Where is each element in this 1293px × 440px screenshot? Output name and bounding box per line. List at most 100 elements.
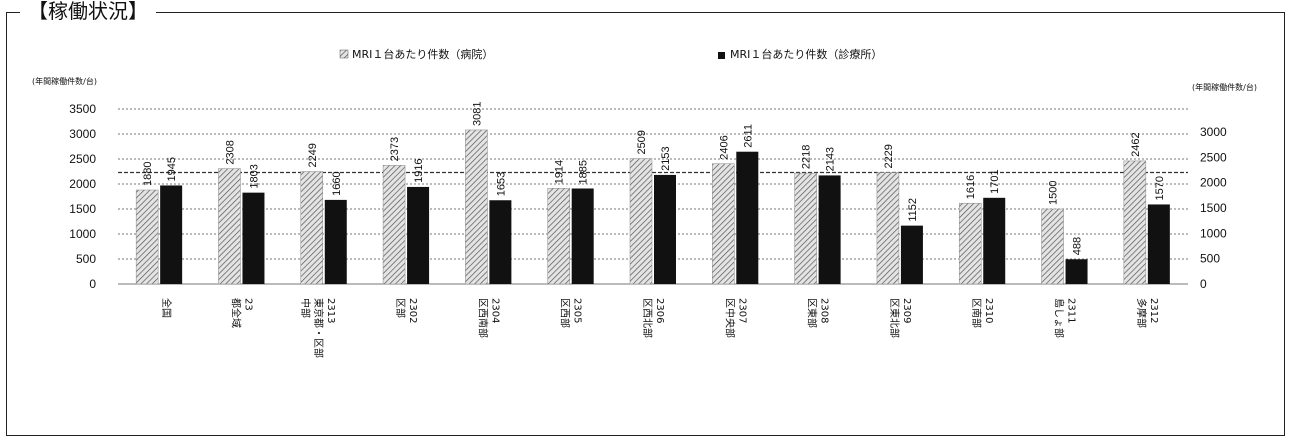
category-label-line: 区東部 [806, 298, 819, 328]
category-label-line: 2307 [736, 298, 747, 323]
y-right-tick-label: 500 [1200, 252, 1220, 266]
category-label-line: 東京都・区部 [312, 298, 325, 358]
data-label-clinic: 1916 [413, 158, 425, 182]
data-label-clinic: 1701 [989, 169, 1001, 193]
category-label-line: 中部 [299, 298, 312, 318]
bar-hospital [465, 129, 488, 285]
category-label-line: 2309 [901, 298, 912, 323]
bar-hospital [1041, 208, 1064, 285]
category-label-line: 区部 [394, 298, 407, 318]
bar-clinic [489, 200, 512, 284]
category-label-line: 2306 [654, 298, 665, 323]
bar-clinic [407, 186, 430, 284]
data-label-hospital: 2249 [307, 143, 319, 167]
bar-hospital [547, 188, 570, 285]
category-label-line: 区南部 [970, 298, 983, 328]
data-label-hospital: 2462 [1130, 132, 1142, 156]
data-label-hospital: 2509 [636, 130, 648, 154]
y-right-tick-label: 2500 [1200, 150, 1227, 164]
y-left-tick-label: 0 [89, 277, 96, 291]
bar-hospital [876, 172, 900, 285]
category-label-line: 島しょ部 [1053, 298, 1066, 338]
category-label-line: 都全域 [229, 298, 242, 328]
bar-hospital [958, 202, 982, 285]
category-label: 全国 [160, 298, 173, 318]
y-right-tick-label: 1000 [1200, 226, 1227, 240]
legend-label-clinic: MRI１台あたり件数（診療所） [730, 47, 882, 61]
legend-swatch-hospital [339, 49, 349, 59]
category-label-line: 2308 [819, 298, 830, 323]
data-label-clinic: 488 [1072, 237, 1084, 255]
bar-hospital [300, 171, 324, 285]
bar-hospital [629, 158, 653, 285]
bar-clinic [160, 185, 183, 284]
category-label-line: 2305 [572, 298, 583, 323]
category-label-line: 2310 [983, 298, 994, 323]
data-label-clinic: 1945 [166, 157, 178, 181]
bar-hospital [712, 163, 735, 285]
y-left-tick-label: 500 [76, 252, 96, 266]
bar-clinic [818, 175, 841, 284]
data-label-hospital: 3081 [471, 101, 483, 125]
data-label-hospital: 2229 [883, 144, 895, 168]
data-label-hospital: 2406 [718, 135, 730, 159]
y-right-tick-label: 1500 [1200, 201, 1227, 215]
bar-hospital [382, 165, 406, 285]
category-label-line: 区中央部 [723, 298, 736, 338]
data-label-hospital: 1500 [1048, 181, 1060, 205]
category-label-line: 2311 [1066, 298, 1077, 323]
category-label-line: 2302 [407, 298, 418, 323]
category-label-line: 区西部 [559, 298, 572, 328]
bar-clinic [1147, 204, 1170, 284]
bar-clinic [1065, 259, 1088, 284]
category-label-line: 区西南部 [476, 298, 489, 338]
data-label-clinic: 2143 [825, 147, 837, 171]
section-heading: 【稼働状況】 [20, 0, 156, 22]
bar-clinic [242, 192, 265, 284]
y-right-tick-label: 3000 [1200, 125, 1227, 139]
data-label-clinic: 1152 [907, 198, 919, 222]
bar-hospital [794, 172, 817, 285]
data-label-clinic: 2611 [742, 124, 754, 148]
bar-hospital [1123, 160, 1147, 285]
y-left-tick-label: 2500 [69, 152, 96, 166]
category-label-line: 2304 [489, 298, 500, 323]
y-left-tick-label: 1500 [69, 202, 96, 216]
y-left-tick-label: 3000 [69, 127, 96, 141]
legend-swatch-clinic [718, 52, 725, 59]
data-label-clinic: 1660 [331, 171, 343, 195]
data-label-clinic: 2153 [660, 146, 672, 170]
bar-clinic [324, 199, 347, 284]
data-label-hospital: 1880 [142, 162, 154, 186]
bar-clinic [900, 225, 923, 284]
category-label-line: 2313 [325, 298, 336, 323]
chart-frame [6, 12, 1285, 436]
category-label-line: 多摩部 [1135, 298, 1148, 328]
data-label-hospital: 1914 [554, 160, 566, 184]
y-left-tick-label: 3500 [69, 102, 96, 116]
category-label-line: 全国 [160, 298, 173, 318]
category-label-line: 2312 [1148, 298, 1159, 323]
data-label-hospital: 2218 [801, 145, 813, 169]
bar-clinic [983, 197, 1006, 284]
data-label-clinic: 1570 [1154, 176, 1166, 200]
category-label-line: 区東北部 [888, 298, 901, 338]
data-label-hospital: 2373 [389, 137, 401, 161]
y-right-axis-label: (年間稼働件数/台) [1192, 82, 1257, 92]
data-label-clinic: 1653 [495, 172, 507, 196]
y-right-tick-label: 0 [1200, 277, 1207, 291]
data-label-hospital: 1616 [965, 175, 977, 199]
y-right-tick-label: 2000 [1200, 176, 1227, 190]
